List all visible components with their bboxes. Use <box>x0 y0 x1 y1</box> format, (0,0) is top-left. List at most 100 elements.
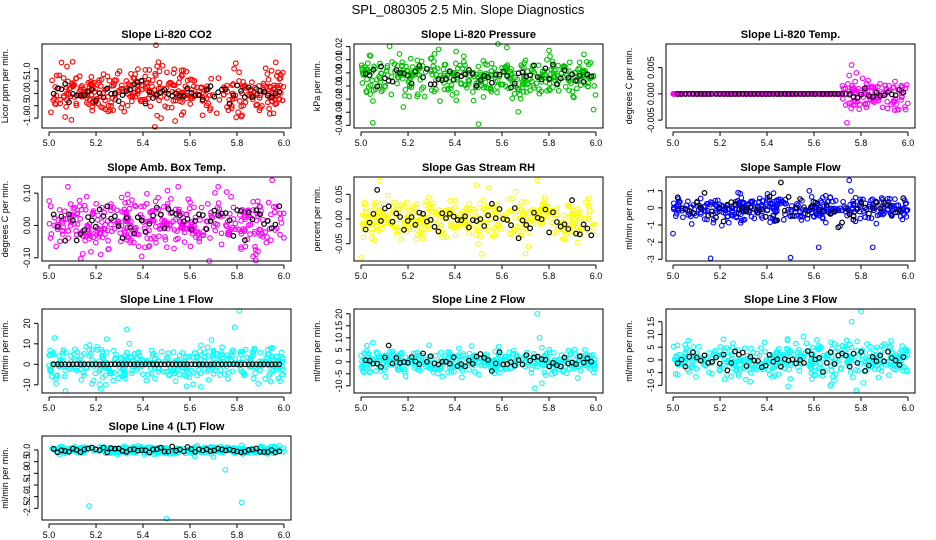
outlier-point <box>435 46 442 53</box>
reference-point <box>207 218 214 225</box>
data-point <box>729 207 736 214</box>
reference-point <box>519 361 526 368</box>
data-point <box>86 232 93 239</box>
reference-point <box>424 358 430 365</box>
data-point <box>190 381 196 388</box>
data-point <box>674 342 681 349</box>
data-point <box>240 226 247 232</box>
outlier-point <box>97 251 104 258</box>
reference-point <box>276 203 283 210</box>
x-tick-label: 5.8 <box>543 138 556 148</box>
reference-point <box>542 206 549 213</box>
reference-point <box>511 205 518 212</box>
data-point <box>56 207 63 213</box>
reference-point <box>561 354 568 361</box>
reference-point <box>69 361 76 368</box>
reference-point <box>81 92 88 99</box>
data-point <box>904 100 911 107</box>
data-point <box>275 69 281 76</box>
data-point <box>850 201 856 208</box>
data-point <box>429 71 436 78</box>
data-point <box>766 371 773 378</box>
reference-point <box>96 361 103 368</box>
data-point <box>549 58 556 65</box>
data-point <box>96 77 102 83</box>
data-point <box>696 343 702 350</box>
reference-point <box>489 200 495 207</box>
outlier-point <box>269 177 276 184</box>
data-point <box>93 231 100 238</box>
data-point <box>100 374 106 381</box>
reference-point <box>747 353 754 360</box>
data-point <box>359 80 366 86</box>
reference-point <box>716 90 723 97</box>
reference-point <box>272 221 279 228</box>
data-point <box>482 219 488 226</box>
data-point <box>875 374 882 381</box>
data-point <box>52 101 58 107</box>
data-point <box>381 367 388 373</box>
data-point <box>132 203 139 210</box>
data-point <box>280 83 287 90</box>
reference-point <box>268 447 275 453</box>
data-point <box>426 342 432 349</box>
x-tick-label: 5.0 <box>355 138 368 148</box>
data-point <box>511 90 518 97</box>
data-point <box>840 198 846 205</box>
reference-point <box>481 223 488 229</box>
data-point <box>77 255 84 262</box>
figure-title: SPL_080305 2.5 Min. Slope Diagnostics <box>352 2 585 17</box>
reference-point <box>900 354 907 361</box>
reference-point <box>827 349 834 356</box>
chart-title: Slope Gas Stream RH <box>422 162 535 174</box>
data-point <box>399 202 405 208</box>
data-point <box>710 219 717 226</box>
data-point <box>277 231 283 238</box>
data-point <box>671 91 678 97</box>
data-point <box>367 82 374 89</box>
data-point <box>902 346 909 353</box>
reference-point <box>732 348 738 355</box>
reference-point <box>801 90 807 97</box>
data-point <box>102 381 109 388</box>
data-point <box>762 348 768 355</box>
reference-point <box>843 205 849 212</box>
reference-point <box>866 362 872 369</box>
x-tick-label: 5.8 <box>543 403 556 413</box>
reference-point <box>416 63 423 69</box>
data-point <box>886 372 892 378</box>
data-point <box>180 67 187 73</box>
y-tick-label: -3 <box>646 255 656 263</box>
reference-point <box>709 358 715 365</box>
data-point <box>516 91 523 98</box>
data-point <box>832 197 839 204</box>
data-point <box>268 353 275 360</box>
reference-point <box>755 358 761 364</box>
data-point <box>361 369 367 376</box>
data-point <box>168 104 175 111</box>
data-point <box>451 73 458 79</box>
data-point <box>453 48 459 55</box>
reference-point <box>762 213 769 220</box>
reference-point <box>192 92 199 99</box>
data-point <box>141 244 148 251</box>
data-point <box>73 228 79 234</box>
data-point <box>213 350 220 357</box>
reference-point <box>261 221 267 227</box>
outlier-point <box>369 119 376 126</box>
data-point <box>374 208 381 215</box>
data-point <box>482 226 489 232</box>
data-point <box>574 375 581 381</box>
data-point <box>723 345 730 351</box>
data-point <box>146 218 152 225</box>
reference-point <box>249 216 256 223</box>
reference-point <box>218 86 225 93</box>
data-point <box>133 224 139 231</box>
data-point <box>460 59 467 65</box>
data-point <box>809 344 816 351</box>
data-point <box>423 198 429 205</box>
outlier-point <box>86 503 92 509</box>
